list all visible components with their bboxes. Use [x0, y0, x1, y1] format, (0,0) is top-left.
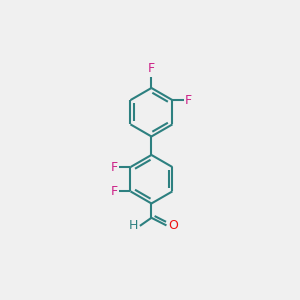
Text: O: O — [168, 219, 178, 232]
Text: F: F — [111, 160, 118, 174]
Text: F: F — [185, 94, 192, 106]
Text: H: H — [129, 219, 139, 232]
Text: F: F — [148, 62, 155, 75]
Text: F: F — [111, 185, 118, 198]
